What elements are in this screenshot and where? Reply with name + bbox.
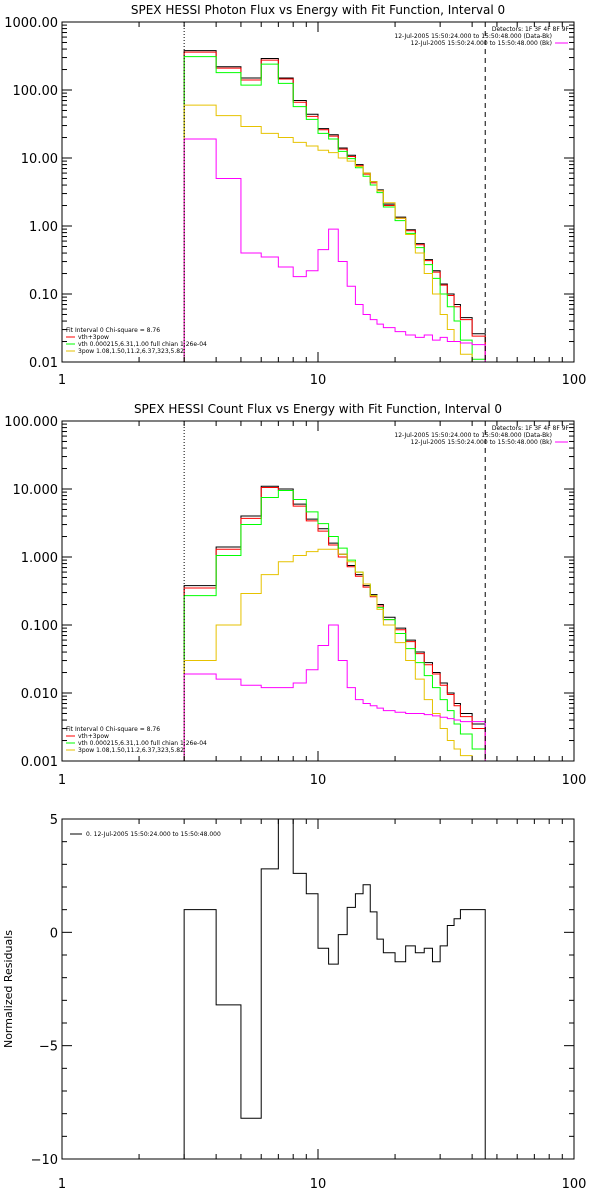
legend-entry: vth 0.000215,6.31,1.00 full chian 1.26e-… (78, 740, 207, 747)
legend-entry: 0. 12-Jul-2005 15:50:24.000 to 15:50:48.… (86, 831, 221, 838)
legend-entry: vth 0.000215,6.31,1.00 full chian 1.26e-… (78, 341, 207, 348)
info-line: 12-Jul-2005 15:50:24.000 to 15:50:48.000… (411, 439, 552, 446)
series-line-1 (183, 51, 486, 362)
series-line-4 (183, 138, 486, 362)
x-tick-label: 1 (58, 373, 66, 388)
x-tick-label: 10 (310, 1177, 327, 1192)
y-tick-label: 10.00 (21, 152, 58, 167)
legend-entry: Fit Interval 0 Chi-square = 8.76 (66, 327, 160, 334)
y-tick-label: 10.000 (13, 483, 59, 498)
series-line-3 (183, 548, 486, 762)
x-tick-label: 10 (310, 773, 327, 788)
x-tick-label: 100 (562, 773, 587, 788)
legend-entry: 3pow 1.08,1.50,11.2,6.37,323,5.82 (78, 747, 184, 754)
plot-frame (61, 420, 575, 762)
y-axis-label: Normalized Residuals (2, 930, 15, 1048)
y-tick-label: 100.000 (4, 415, 58, 430)
legend-entry: vth+3pow (78, 334, 109, 341)
series-line-2 (183, 56, 486, 362)
residuals-chart: 1 10 100 5 0 −5 −10 Normalized Residuals 0. 12-J… (2, 813, 587, 1192)
chart-title: SPEX HESSI Count Flux vs Energy with Fit… (134, 402, 502, 416)
x-tick-label: 1 (58, 1177, 66, 1192)
y-tick-label: −5 (39, 1040, 58, 1055)
legend-entry: vth+3pow (78, 733, 109, 740)
y-tick-label: 1.00 (29, 220, 58, 235)
info-line: Detectors: 1F 3F 4F 8F 9F (492, 425, 570, 432)
info-line: 12-Jul-2005 15:50:24.000 to 15:50:48.000… (394, 432, 552, 439)
series-line-0 (183, 50, 486, 362)
series-line-4 (183, 624, 486, 761)
count-flux-chart: SPEX HESSI Count Flux vs Energy with Fit… (4, 402, 587, 788)
y-tick-label: 0.010 (21, 687, 58, 702)
y-tick-label: 0.01 (29, 356, 58, 371)
info-line: 12-Jul-2005 15:50:24.000 to 15:50:48.000… (411, 40, 552, 47)
series-line-0 (183, 818, 486, 1159)
y-tick-label: 0 (50, 926, 58, 941)
info-line: 12-Jul-2005 15:50:24.000 to 15:50:48.000… (394, 33, 552, 40)
y-tick-label: 0.10 (29, 288, 58, 303)
chart-title: SPEX HESSI Photon Flux vs Energy with Fi… (131, 3, 505, 17)
y-tick-label: 5 (50, 813, 58, 828)
photon-flux-chart: SPEX HESSI Photon Flux vs Energy with Fi… (4, 3, 587, 388)
y-tick-label: 0.001 (21, 755, 58, 770)
y-tick-label: −10 (31, 1153, 58, 1168)
legend-entry: 3pow 1.08,1.50,11.2,6.37,323,5.82 (78, 348, 184, 355)
y-tick-label: 0.100 (21, 619, 58, 634)
x-tick-label: 1 (58, 773, 66, 788)
plot-frame (61, 21, 575, 363)
legend-entry: Fit Interval 0 Chi-square = 8.76 (66, 726, 160, 733)
info-line: Detectors: 1F 3F 4F 8F 9F (492, 26, 570, 33)
x-tick-label: 100 (562, 1177, 587, 1192)
plot-frame (61, 818, 575, 1160)
x-tick-label: 100 (562, 373, 587, 388)
y-tick-label: 100.00 (13, 84, 59, 99)
y-tick-label: 1.000 (21, 551, 58, 566)
series-line-3 (183, 104, 486, 363)
y-tick-label: 1000.00 (4, 16, 58, 31)
x-tick-label: 10 (310, 373, 327, 388)
